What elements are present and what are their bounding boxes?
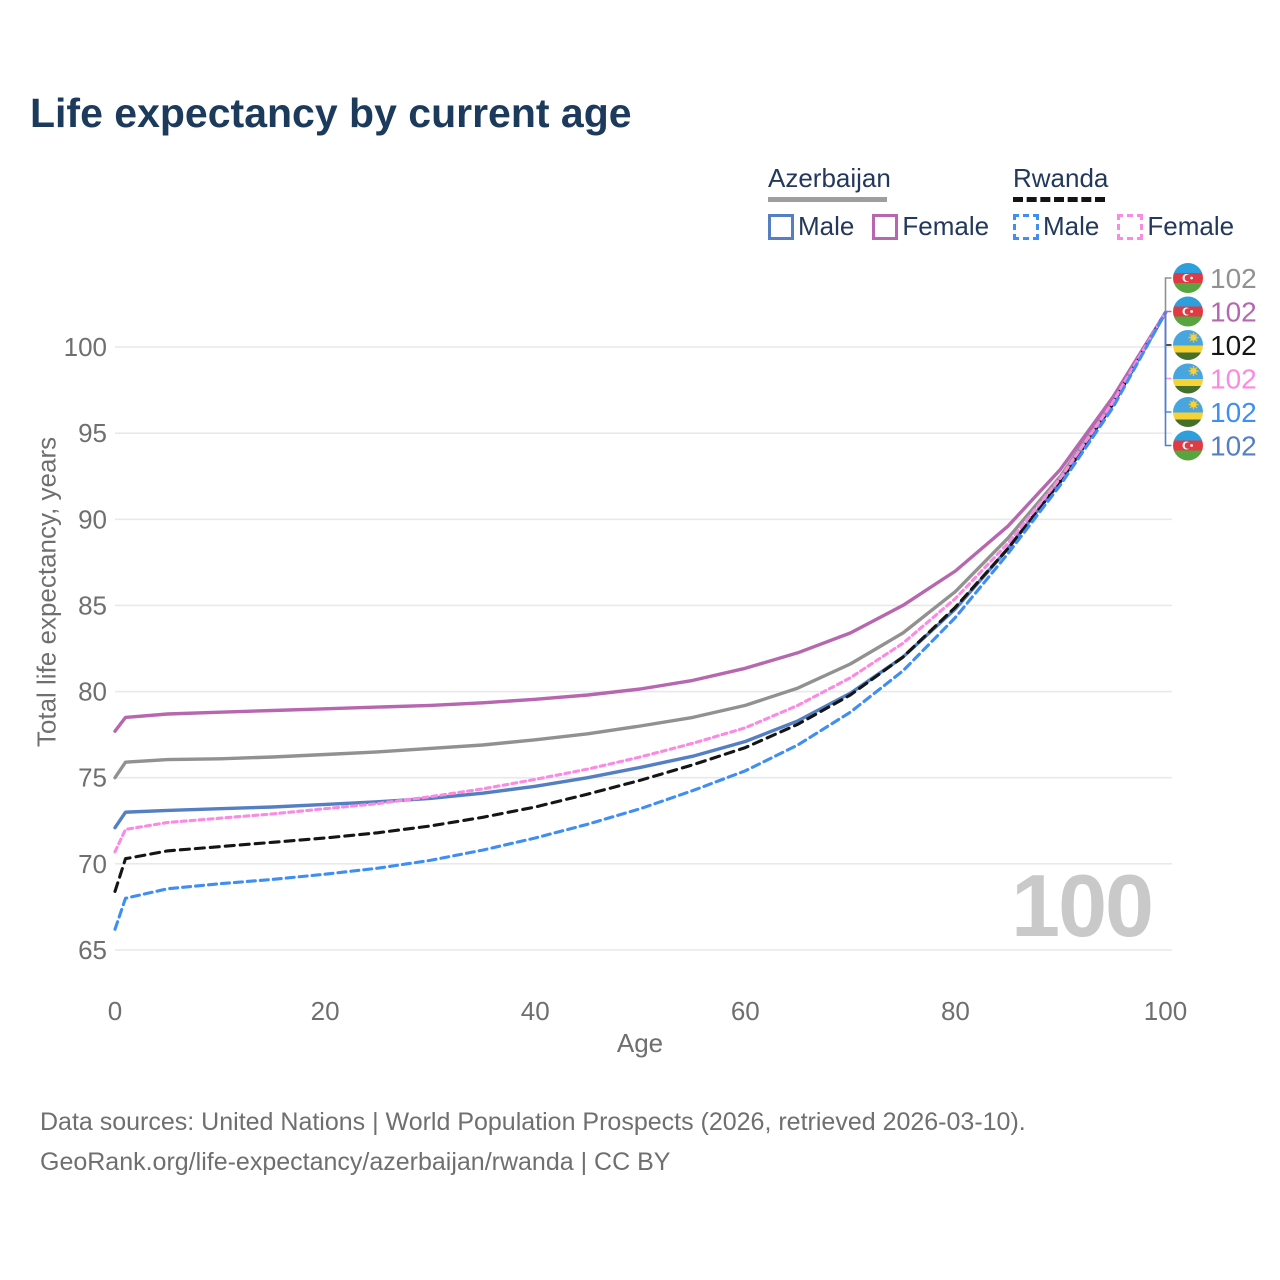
x-tick-label: 40: [521, 996, 550, 1026]
legend-header-rwanda[interactable]: Rwanda: [1013, 163, 1109, 193]
x-tick-label: 0: [108, 996, 122, 1026]
rwanda-flag-icon: [1173, 330, 1203, 360]
end-label-rw_female[interactable]: 102: [1173, 363, 1257, 395]
end-label-value: 102: [1210, 263, 1257, 294]
y-tick-label: 85: [78, 590, 107, 620]
series-line-rw_male[interactable]: [113, 310, 1168, 931]
x-tick-label: 60: [731, 996, 760, 1026]
end-label-connector-az_total: [1164, 277, 1172, 313]
end-label-value: 102: [1210, 297, 1257, 328]
y-tick-label: 100: [64, 332, 107, 362]
legend-underline-solid: [768, 197, 887, 202]
azerbaijan-flag-icon: [1173, 263, 1203, 293]
rwanda-flag-icon: [1173, 363, 1203, 394]
series-line-az_male[interactable]: [113, 310, 1168, 830]
azerbaijan-flag-icon: [1173, 296, 1203, 327]
end-label-connector-rw_male: [1164, 312, 1172, 413]
y-tick-label: 95: [78, 418, 107, 448]
legend-item-rwanda-male[interactable]: Male: [1013, 211, 1099, 242]
end-label-connector-az_female: [1164, 310, 1172, 313]
azerbaijan-male-swatch-icon: [768, 213, 794, 240]
x-axis-title: Age: [616, 1028, 664, 1058]
legend-item-label: Male: [798, 211, 855, 241]
y-tick-label: 65: [78, 935, 107, 965]
legend-item-azerbaijan-male[interactable]: Male: [768, 211, 854, 242]
end-label-value: 102: [1210, 431, 1257, 462]
footer-attribution: GeoRank.org/life-expectancy/azerbaijan/r…: [40, 1148, 671, 1176]
legend-item-rwanda-female[interactable]: Female: [1117, 211, 1234, 242]
legend-item-label: Male: [1043, 211, 1100, 241]
y-tick-label: 70: [78, 849, 107, 879]
legend-item-label: Female: [1147, 211, 1235, 241]
end-label-value: 102: [1210, 330, 1257, 361]
end-label-az_male[interactable]: 102: [1173, 430, 1257, 462]
series-line-rw_total[interactable]: [113, 310, 1168, 893]
series-line-rw_female[interactable]: [113, 310, 1168, 854]
legend-header-azerbaijan[interactable]: Azerbaijan: [768, 163, 891, 193]
legend-group-rwanda: Rwanda Male Female: [1013, 163, 1234, 242]
y-tick-label: 80: [78, 677, 107, 707]
footer-data-sources: Data sources: United Nations | World Pop…: [40, 1108, 1026, 1136]
azerbaijan-female-swatch-icon: [872, 213, 899, 240]
end-label-value: 102: [1210, 397, 1257, 428]
series-line-az_female[interactable]: [113, 310, 1168, 733]
legend-underline-dashed: [1013, 197, 1105, 202]
x-tick-label: 80: [941, 996, 970, 1026]
end-label-rw_male[interactable]: 102: [1173, 397, 1257, 428]
legend-item-azerbaijan-female[interactable]: Female: [872, 211, 989, 242]
x-tick-label: 20: [311, 996, 340, 1026]
x-tick-label: 100: [1144, 996, 1187, 1026]
age-indicator-watermark: 100: [1011, 856, 1154, 955]
legend-item-label: Female: [902, 211, 990, 241]
rwanda-male-swatch-icon: [1013, 213, 1039, 240]
end-label-az_female[interactable]: 102: [1173, 296, 1257, 328]
page-title: Life expectancy by current age: [30, 90, 632, 136]
rwanda-female-swatch-icon: [1117, 213, 1144, 240]
y-axis-title: Total life expectancy, years: [31, 436, 62, 748]
rwanda-flag-icon: [1173, 397, 1203, 427]
y-tick-label: 90: [78, 504, 107, 534]
end-label-connector-rw_total: [1164, 312, 1172, 346]
end-label-az_total[interactable]: 102: [1173, 263, 1257, 294]
y-tick-label: 75: [78, 763, 107, 793]
end-label-value: 102: [1210, 364, 1257, 395]
end-label-rw_total[interactable]: 102: [1173, 330, 1257, 361]
end-label-connector-az_male: [1164, 312, 1172, 447]
legend-group-azerbaijan: Azerbaijan Male Female: [768, 163, 989, 242]
azerbaijan-flag-icon: [1173, 430, 1203, 461]
series-line-az_total[interactable]: [113, 310, 1168, 780]
